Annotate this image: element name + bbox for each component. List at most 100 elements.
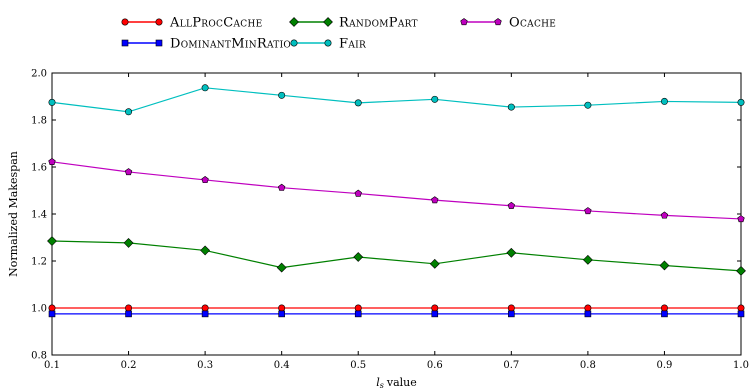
legend-label: RandomPart (339, 16, 418, 31)
data-point-allproccache (660, 304, 668, 312)
data-point-dominantminratio (201, 310, 209, 318)
series-line-randompart (51, 240, 742, 272)
data-point-ocache (431, 196, 439, 204)
y-tick-label: 1.6 (31, 163, 47, 174)
data-point-ocache (201, 176, 209, 184)
data-point-allproccache (507, 304, 515, 312)
x-axis-title-symbol: l (376, 376, 380, 389)
legend-marker (155, 39, 163, 47)
legend-marker (289, 17, 299, 27)
x-axis-title: ls value (376, 376, 417, 390)
data-point-allproccache (278, 304, 286, 312)
data-point-dominantminratio (661, 310, 668, 318)
series-layer (47, 84, 746, 318)
legend-item-allproccache: AllProcCache (121, 16, 262, 31)
data-point-fair (125, 108, 133, 116)
y-axis-title: Normalized Makespan (7, 151, 20, 277)
series-line-fair (51, 87, 742, 113)
legend: AllProcCache DominantMinRatio RandomPart Fa… (121, 16, 556, 52)
data-point-dominantminratio (431, 310, 439, 318)
x-tick-label: 1.0 (733, 360, 749, 371)
series-ocache (48, 157, 745, 223)
x-tick-label: 0.2 (121, 360, 137, 371)
data-point-fair (507, 103, 515, 111)
y-tick-label: 1.4 (31, 210, 47, 221)
data-point-ocache (277, 183, 286, 191)
legend-label: DominantMinRatio (170, 37, 291, 52)
legend-marker (155, 18, 163, 26)
legend-marker (121, 18, 129, 26)
legend-label: Ocache (509, 16, 556, 31)
x-axis-title-text: value (386, 376, 417, 389)
y-tick-label: 1.2 (31, 257, 47, 268)
x-tick-label: 0.9 (656, 360, 672, 371)
data-point-allproccache (201, 304, 209, 312)
data-point-allproccache (125, 304, 133, 312)
data-point-ocache (124, 168, 133, 176)
data-point-ocache (48, 157, 56, 165)
series-fair (48, 84, 745, 116)
legend-item-randompart: RandomPart (289, 16, 418, 31)
legend-marker (323, 17, 333, 27)
axis-ticks: 0.1 0.2 0.3 0.4 0.5 0.6 0.7 0.8 0.9 1.0 0.8 1.0 1.2 1… (31, 69, 749, 372)
data-point-randompart (659, 260, 670, 271)
data-point-randompart (276, 262, 287, 273)
data-point-randompart (736, 265, 746, 276)
data-point-dominantminratio (354, 310, 362, 318)
data-point-randompart (506, 247, 517, 258)
data-point-randompart (200, 245, 211, 256)
legend-item-ocache: Ocache (460, 16, 556, 31)
legend-marker (324, 39, 332, 47)
data-point-dominantminratio (584, 310, 592, 318)
y-tick-label: 2.0 (31, 69, 47, 80)
data-point-randompart (47, 236, 57, 246)
y-tick-label: 1.8 (31, 116, 47, 127)
data-point-dominantminratio (737, 310, 745, 318)
x-tick-label: 0.7 (503, 360, 519, 371)
legend-label: Fair (339, 37, 366, 52)
data-point-randompart (353, 252, 364, 262)
series-allproccache (48, 304, 745, 312)
x-tick-label: 0.4 (274, 360, 290, 371)
legend-marker (290, 39, 298, 47)
data-point-fair (737, 98, 745, 106)
data-point-ocache (660, 211, 669, 219)
data-point-fair (431, 95, 439, 103)
data-point-fair (48, 98, 56, 106)
legend-marker (460, 18, 468, 26)
data-point-allproccache (431, 304, 439, 312)
x-tick-label: 0.5 (350, 360, 366, 371)
x-axis-title-subscript: s (380, 381, 384, 390)
data-point-fair (660, 97, 668, 105)
x-tick-label: 0.8 (580, 360, 596, 371)
data-point-randompart (429, 258, 440, 269)
data-point-ocache (737, 215, 745, 223)
data-point-randompart (123, 237, 134, 248)
data-point-fair (278, 91, 286, 99)
data-point-dominantminratio (508, 310, 515, 318)
x-tick-label: 0.6 (427, 360, 443, 371)
data-point-allproccache (48, 304, 56, 312)
data-point-dominantminratio (48, 310, 56, 318)
series-line-ocache (51, 161, 742, 220)
data-point-ocache (354, 189, 362, 197)
legend-item-fair: Fair (290, 37, 366, 52)
data-point-randompart (582, 254, 593, 265)
legend-item-dominantminratio: DominantMinRatio (121, 37, 291, 52)
x-tick-label: 0.1 (44, 360, 60, 371)
data-point-fair (354, 99, 362, 107)
data-point-dominantminratio (278, 310, 285, 318)
legend-label: AllProcCache (169, 16, 262, 31)
y-tick-label: 1.0 (31, 304, 47, 315)
x-tick-label: 0.3 (197, 360, 213, 371)
legend-marker (494, 18, 502, 26)
data-point-allproccache (354, 304, 362, 312)
series-randompart (47, 236, 746, 276)
series-dominantminratio (48, 310, 745, 318)
legend-marker (121, 39, 129, 47)
data-point-dominantminratio (125, 310, 132, 318)
data-point-fair (201, 84, 209, 92)
data-point-allproccache (584, 304, 592, 312)
data-point-ocache (584, 207, 592, 215)
